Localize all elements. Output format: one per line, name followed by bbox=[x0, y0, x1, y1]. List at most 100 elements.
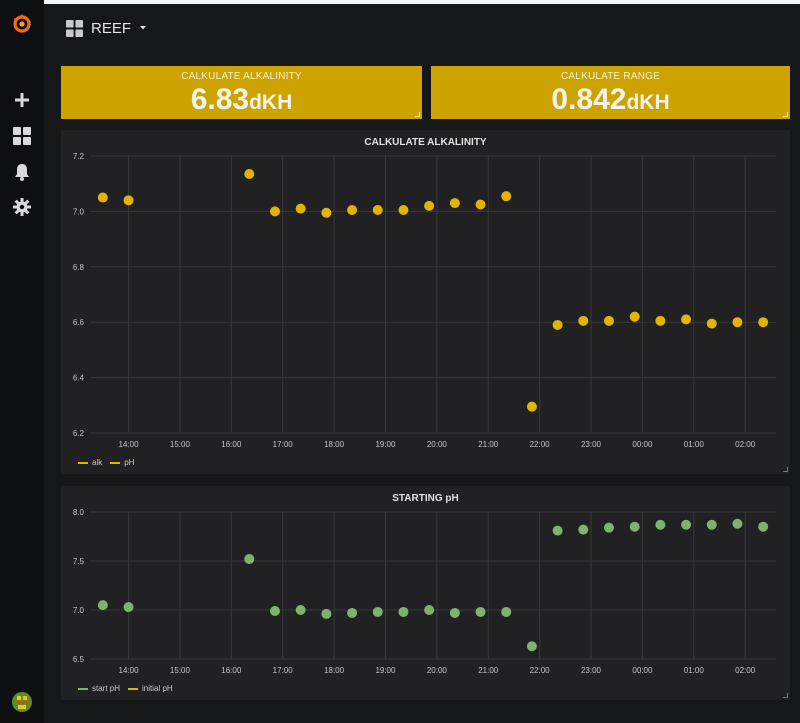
resize-handle[interactable] bbox=[415, 112, 420, 117]
data-point[interactable] bbox=[629, 521, 640, 532]
y-tick-label: 6.2 bbox=[73, 429, 85, 438]
stat-panel-alkalinity[interactable]: CALKULATE ALKALINITY 6.83dKH bbox=[61, 66, 422, 119]
data-point[interactable] bbox=[578, 524, 589, 535]
legend-item-alk[interactable]: alk bbox=[78, 458, 102, 467]
data-point[interactable] bbox=[629, 311, 640, 322]
bell-icon[interactable] bbox=[8, 158, 36, 186]
panel-title: CALKULATE ALKALINITY bbox=[364, 137, 487, 148]
top-navbar: REEF bbox=[44, 4, 800, 52]
x-tick-label: 01:00 bbox=[684, 666, 705, 675]
data-point[interactable] bbox=[526, 641, 537, 652]
data-point[interactable] bbox=[449, 607, 460, 618]
data-point[interactable] bbox=[475, 606, 486, 617]
data-point[interactable] bbox=[97, 192, 108, 203]
data-point[interactable] bbox=[526, 401, 537, 412]
data-point[interactable] bbox=[123, 195, 134, 206]
x-tick-label: 00:00 bbox=[632, 440, 653, 449]
data-point[interactable] bbox=[244, 554, 255, 565]
data-point[interactable] bbox=[449, 198, 460, 209]
stat-panel-range[interactable]: CALKULATE RANGE 0.842dKH bbox=[431, 66, 790, 119]
data-point[interactable] bbox=[321, 608, 332, 619]
data-point[interactable] bbox=[758, 317, 769, 328]
data-point[interactable] bbox=[706, 519, 717, 530]
data-point[interactable] bbox=[244, 169, 255, 180]
data-point[interactable] bbox=[655, 519, 666, 530]
legend-item-start-ph[interactable]: start pH bbox=[78, 684, 120, 693]
graph-panel-alkalinity[interactable]: CALKULATE ALKALINITY 7.2 7.0 6.8 6.6 6.4 6.2 1… bbox=[61, 130, 790, 474]
data-point[interactable] bbox=[732, 317, 743, 328]
data-point[interactable] bbox=[295, 605, 306, 615]
gear-icon[interactable] bbox=[8, 193, 36, 221]
data-point[interactable] bbox=[372, 606, 383, 617]
legend-label: alk bbox=[92, 458, 103, 467]
data-point[interactable] bbox=[372, 205, 383, 216]
data-point[interactable] bbox=[424, 200, 435, 211]
grafana-logo-icon[interactable] bbox=[8, 10, 36, 38]
x-tick-label: 21:00 bbox=[478, 440, 499, 449]
data-point[interactable] bbox=[681, 314, 692, 325]
legend-label: pH bbox=[124, 458, 135, 467]
data-point[interactable] bbox=[501, 606, 512, 617]
data-point[interactable] bbox=[398, 606, 409, 617]
x-tick-label: 01:00 bbox=[684, 440, 705, 449]
data-point[interactable] bbox=[681, 519, 692, 530]
data-point[interactable] bbox=[123, 602, 134, 613]
y-tick-label: 6.4 bbox=[73, 374, 85, 383]
dashboard-picker[interactable]: REEF bbox=[66, 16, 147, 40]
caret-down-icon bbox=[140, 26, 147, 30]
x-tick-label: 15:00 bbox=[170, 440, 191, 449]
chart-alkalinity: 7.2 7.0 6.8 6.6 6.4 6.2 14:00 15:00 16:00 17:00 18… bbox=[73, 152, 776, 449]
legend-item-ph[interactable]: pH bbox=[110, 458, 134, 467]
grid-icon[interactable] bbox=[8, 122, 36, 150]
stat-title: CALKULATE ALKALINITY bbox=[181, 71, 302, 82]
data-point[interactable] bbox=[578, 315, 589, 326]
data-point[interactable] bbox=[706, 318, 717, 329]
data-point[interactable] bbox=[424, 605, 435, 615]
legend-item-initial-ph[interactable]: initial pH bbox=[128, 684, 173, 693]
data-point[interactable] bbox=[347, 607, 358, 618]
x-tick-label: 21:00 bbox=[478, 666, 499, 675]
data-point[interactable] bbox=[552, 525, 563, 536]
stat-title: CALKULATE RANGE bbox=[561, 71, 660, 82]
data-point[interactable] bbox=[321, 207, 332, 218]
plus-icon[interactable] bbox=[8, 86, 36, 114]
x-tick-label: 02:00 bbox=[735, 666, 756, 675]
x-tick-label: 02:00 bbox=[735, 440, 756, 449]
y-tick-label: 8.0 bbox=[73, 508, 85, 517]
user-avatar-icon[interactable] bbox=[8, 688, 36, 716]
data-point[interactable] bbox=[347, 205, 358, 216]
data-point[interactable] bbox=[603, 315, 614, 326]
x-tick-label: 22:00 bbox=[530, 666, 551, 675]
chart-legend: alk pH bbox=[78, 458, 134, 467]
x-tick-label: 22:00 bbox=[530, 440, 551, 449]
x-tick-label: 18:00 bbox=[324, 440, 345, 449]
y-tick-label: 7.5 bbox=[73, 557, 85, 566]
grid-icon bbox=[66, 19, 83, 37]
x-tick-label: 17:00 bbox=[273, 440, 294, 449]
x-tick-label: 14:00 bbox=[119, 666, 140, 675]
chart-ph: 8.0 7.5 7.0 6.5 14:00 15:00 16:00 17:00 18:00 19:… bbox=[73, 508, 776, 675]
data-point[interactable] bbox=[552, 319, 563, 330]
x-tick-label: 20:00 bbox=[427, 666, 448, 675]
graph-panel-ph[interactable]: STARTING pH 8.0 7.5 7.0 6.5 14:00 15:00 16:00 1… bbox=[61, 486, 790, 700]
data-point[interactable] bbox=[269, 206, 280, 217]
data-point[interactable] bbox=[269, 605, 280, 616]
data-point[interactable] bbox=[295, 203, 306, 214]
x-tick-label: 17:00 bbox=[273, 666, 294, 675]
x-tick-label: 19:00 bbox=[375, 440, 396, 449]
data-point[interactable] bbox=[398, 205, 409, 216]
data-point[interactable] bbox=[732, 518, 743, 529]
data-point[interactable] bbox=[655, 315, 666, 326]
resize-handle[interactable] bbox=[783, 693, 788, 698]
data-point[interactable] bbox=[758, 521, 769, 532]
resize-handle[interactable] bbox=[783, 467, 788, 472]
data-point[interactable] bbox=[501, 191, 512, 202]
resize-handle[interactable] bbox=[783, 112, 788, 117]
y-tick-label: 7.0 bbox=[73, 207, 85, 216]
stat-value: 0.842dKH bbox=[431, 83, 790, 117]
data-point[interactable] bbox=[603, 522, 614, 533]
window-top-strip bbox=[0, 0, 800, 4]
data-point[interactable] bbox=[97, 600, 108, 611]
data-point[interactable] bbox=[475, 199, 486, 210]
stat-value: 6.83dKH bbox=[61, 83, 422, 117]
